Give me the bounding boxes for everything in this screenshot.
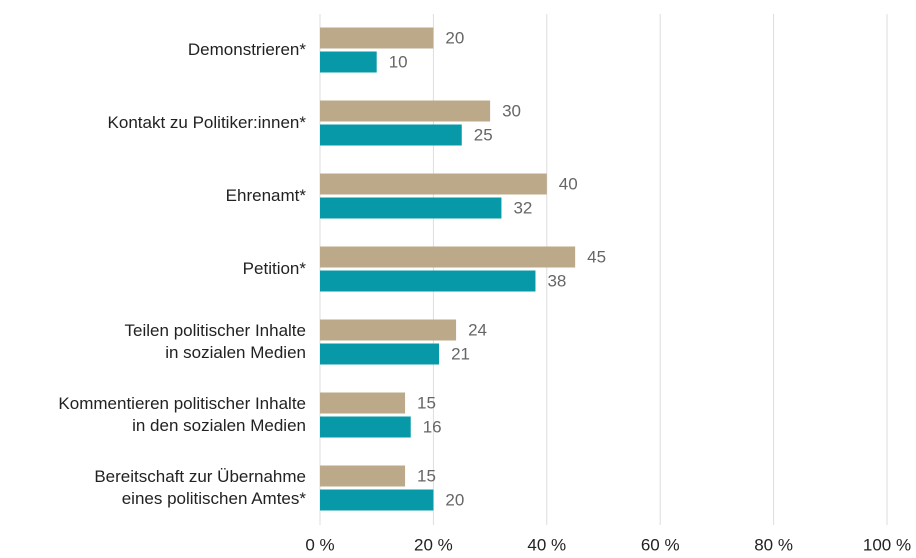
value-label: 38 — [547, 271, 566, 290]
category-label: Ehrenamt* — [225, 186, 306, 205]
value-label: 45 — [587, 247, 606, 266]
category-label: Petition* — [242, 259, 306, 278]
value-label: 40 — [559, 174, 578, 193]
category-label: Teilen politischer Inhalte in sozialen M… — [124, 321, 306, 362]
bar — [320, 51, 377, 73]
bar — [320, 416, 411, 438]
x-tick-label: 40 % — [527, 535, 566, 554]
bar — [320, 100, 491, 122]
bar — [320, 392, 406, 414]
value-label: 32 — [513, 198, 532, 217]
value-label: 24 — [468, 320, 487, 339]
bar — [320, 270, 536, 292]
bar — [320, 319, 457, 341]
x-tick-label: 0 % — [305, 535, 334, 554]
value-label: 15 — [417, 466, 436, 485]
bar — [320, 246, 576, 268]
category-label: Kommentieren politischer Inhalte in den … — [58, 394, 306, 435]
category-label: Bereitschaft zur Übernahme eines politis… — [94, 467, 306, 508]
value-label: 10 — [389, 52, 408, 71]
bar — [320, 197, 502, 219]
category-label: Demonstrieren* — [187, 40, 306, 59]
bar — [320, 124, 462, 146]
value-label: 30 — [502, 101, 521, 120]
x-tick-label: 80 % — [754, 535, 793, 554]
value-label: 16 — [423, 417, 442, 436]
bar — [320, 343, 440, 365]
category-label: Kontakt zu Politiker:innen* — [107, 113, 306, 132]
x-tick-label: 60 % — [641, 535, 680, 554]
bar — [320, 465, 406, 487]
bar — [320, 173, 547, 195]
value-label: 21 — [451, 344, 470, 363]
value-label: 25 — [474, 125, 493, 144]
value-label: 20 — [445, 28, 464, 47]
bar — [320, 27, 434, 49]
x-tick-label: 100 % — [863, 535, 911, 554]
bar — [320, 489, 434, 511]
value-label: 15 — [417, 393, 436, 412]
value-label: 20 — [445, 490, 464, 509]
x-tick-label: 20 % — [414, 535, 453, 554]
